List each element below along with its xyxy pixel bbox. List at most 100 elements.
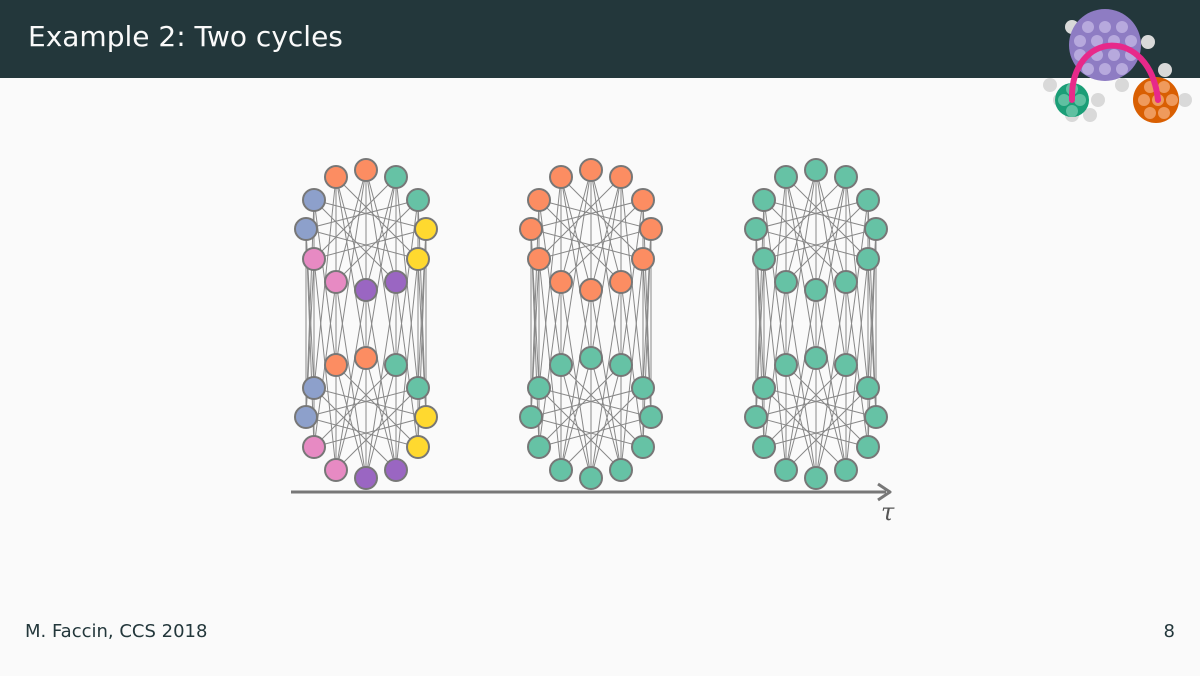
edge	[590, 357, 622, 471]
node	[549, 353, 573, 377]
node	[549, 270, 573, 294]
node	[324, 458, 348, 482]
edge	[785, 357, 817, 471]
edge	[763, 176, 847, 260]
node	[549, 165, 573, 189]
edge	[530, 387, 644, 418]
graph-1	[294, 158, 438, 490]
edge	[560, 176, 592, 291]
edge	[305, 416, 419, 448]
node	[744, 217, 768, 241]
node	[527, 247, 551, 271]
node	[631, 247, 655, 271]
time-axis	[291, 482, 892, 502]
edge	[560, 176, 592, 359]
node	[549, 458, 573, 482]
edge	[590, 169, 622, 283]
edge	[763, 387, 847, 471]
time-axis-label: τ	[881, 498, 895, 526]
node	[406, 376, 430, 400]
node	[302, 376, 326, 400]
edge	[560, 169, 592, 283]
node	[414, 217, 438, 241]
page-number: 8	[1163, 621, 1175, 642]
edge	[313, 228, 427, 260]
node	[631, 376, 655, 400]
edge	[313, 387, 427, 418]
edge	[313, 199, 397, 283]
edge	[815, 357, 847, 471]
node	[406, 435, 430, 459]
node	[864, 405, 888, 429]
edge	[365, 169, 397, 283]
node	[752, 188, 776, 212]
node	[384, 165, 408, 189]
edge	[755, 387, 869, 418]
edge	[755, 199, 869, 230]
node	[527, 435, 551, 459]
edge	[590, 176, 622, 291]
node	[414, 405, 438, 429]
node	[354, 346, 378, 370]
node	[639, 217, 663, 241]
node	[294, 405, 318, 429]
node	[774, 165, 798, 189]
graph-2	[519, 158, 663, 490]
edge	[335, 176, 367, 359]
edge	[538, 364, 622, 448]
edge	[763, 199, 847, 283]
edge	[538, 199, 622, 283]
node	[324, 165, 348, 189]
edge	[335, 169, 367, 283]
edge	[785, 176, 817, 359]
node	[527, 376, 551, 400]
edge	[763, 387, 877, 418]
edge	[305, 199, 419, 230]
edge	[763, 364, 847, 448]
node	[834, 458, 858, 482]
graphs-layer	[294, 158, 888, 490]
node	[856, 247, 880, 271]
edge	[305, 228, 419, 260]
node	[609, 353, 633, 377]
edge	[538, 176, 622, 260]
node	[354, 158, 378, 182]
node	[856, 188, 880, 212]
edge	[538, 387, 622, 471]
footer-author: M. Faccin, CCS 2018	[25, 621, 208, 642]
node	[302, 435, 326, 459]
edge	[538, 387, 652, 418]
node	[752, 435, 776, 459]
node	[354, 466, 378, 490]
edge	[785, 387, 869, 471]
edge	[560, 364, 644, 448]
node	[864, 217, 888, 241]
node	[384, 270, 408, 294]
node	[324, 353, 348, 377]
edge	[755, 228, 869, 260]
edge	[785, 199, 869, 283]
node	[406, 188, 430, 212]
edge	[313, 176, 397, 260]
node	[804, 346, 828, 370]
edge	[365, 176, 397, 291]
node	[324, 270, 348, 294]
edge	[335, 176, 419, 260]
node	[527, 188, 551, 212]
edge	[560, 357, 592, 471]
edge	[365, 357, 397, 471]
edge	[785, 169, 817, 283]
node	[804, 158, 828, 182]
edge	[335, 176, 367, 291]
edge	[560, 387, 644, 471]
slide-title: Example 2: Two cycles	[28, 20, 343, 53]
edge	[815, 364, 847, 479]
edge	[560, 199, 644, 283]
edge	[335, 387, 419, 471]
edge	[785, 364, 817, 479]
node	[774, 270, 798, 294]
node	[384, 458, 408, 482]
node	[579, 278, 603, 302]
node	[579, 466, 603, 490]
node	[631, 435, 655, 459]
